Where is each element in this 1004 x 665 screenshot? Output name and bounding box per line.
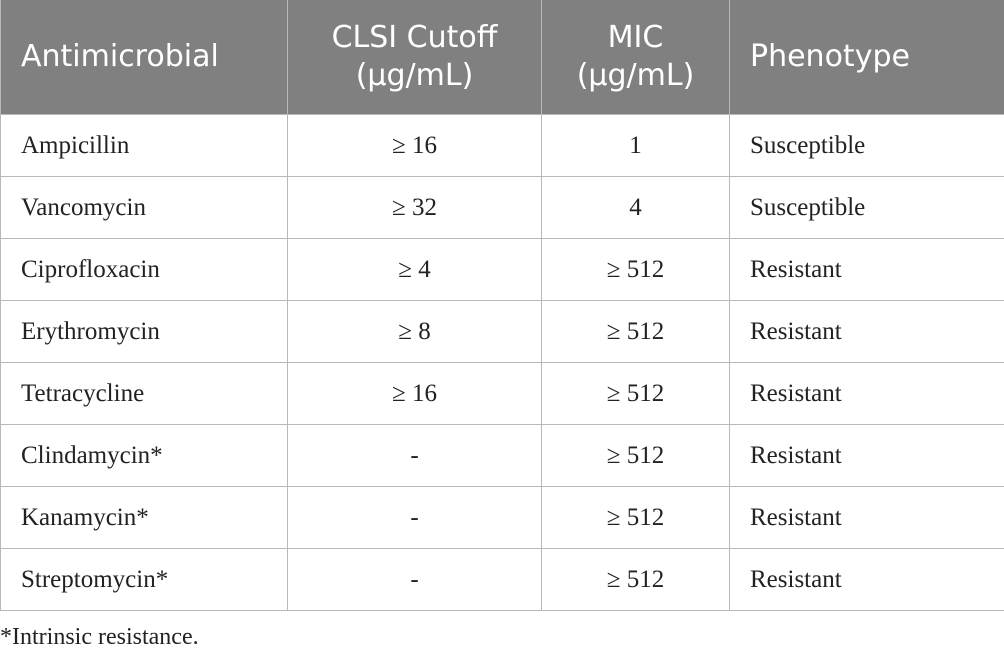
table-row: Tetracycline ≥ 16 ≥ 512 Resistant (0, 362, 1004, 425)
table-cell: ≥ 32 (287, 176, 542, 239)
table-row: Vancomycin ≥ 32 4 Susceptible (0, 176, 1004, 239)
resistance-table: Antimicrobial CLSI Cutoff (μg/mL) MIC (μg/mL… (0, 0, 1004, 611)
table-cell: ≥ 16 (287, 362, 542, 425)
table-row: Clindamycin* - ≥ 512 Resistant (0, 424, 1004, 487)
table-cell: ≥ 4 (287, 238, 542, 301)
table-row: Ciprofloxacin ≥ 4 ≥ 512 Resistant (0, 238, 1004, 301)
table-cell: ≥ 512 (541, 424, 730, 487)
table-cell: - (287, 486, 542, 549)
header-line: MIC (607, 20, 664, 55)
table-cell: Streptomycin* (0, 548, 288, 611)
table-cell: Resistant (729, 424, 1004, 487)
footnote: *Intrinsic resistance. (0, 624, 199, 650)
table-cell: - (287, 424, 542, 487)
table-cell: Clindamycin* (0, 424, 288, 487)
table-cell: 4 (541, 176, 730, 239)
table-cell: ≥ 512 (541, 548, 730, 611)
header-cell: Phenotype (729, 0, 1004, 115)
header-cell: Antimicrobial (0, 0, 288, 115)
table-cell: Resistant (729, 300, 1004, 363)
table-cell: Ampicillin (0, 114, 288, 177)
header-line: (μg/mL) (576, 58, 695, 93)
header-line: (μg/mL) (355, 58, 474, 93)
table-row: Erythromycin ≥ 8 ≥ 512 Resistant (0, 300, 1004, 363)
header-cell: CLSI Cutoff (μg/mL) (287, 0, 542, 115)
table-row: Ampicillin ≥ 16 1 Susceptible (0, 114, 1004, 177)
table-cell: Resistant (729, 362, 1004, 425)
table-cell: - (287, 548, 542, 611)
table-cell: ≥ 512 (541, 300, 730, 363)
table-row: Streptomycin* - ≥ 512 Resistant (0, 548, 1004, 611)
table-cell: ≥ 8 (287, 300, 542, 363)
table-cell: ≥ 512 (541, 362, 730, 425)
table-cell: Resistant (729, 548, 1004, 611)
table-body: Ampicillin ≥ 16 1 Susceptible Vancomycin ≥ 32… (0, 114, 1004, 611)
table-cell: Susceptible (729, 176, 1004, 239)
header-row: Antimicrobial CLSI Cutoff (μg/mL) MIC (μg/mL… (0, 0, 1004, 115)
table-cell: ≥ 16 (287, 114, 542, 177)
header-cell: MIC (μg/mL) (541, 0, 730, 115)
table-cell: Tetracycline (0, 362, 288, 425)
table-row: Kanamycin* - ≥ 512 Resistant (0, 486, 1004, 549)
table-cell: Erythromycin (0, 300, 288, 363)
table-cell: Ciprofloxacin (0, 238, 288, 301)
table-cell: 1 (541, 114, 730, 177)
header-line: Phenotype (750, 39, 910, 74)
table-cell: ≥ 512 (541, 238, 730, 301)
table-cell: Resistant (729, 486, 1004, 549)
table-cell: Susceptible (729, 114, 1004, 177)
header-line: Antimicrobial (21, 39, 219, 74)
header-line: CLSI Cutoff (331, 20, 498, 55)
table-cell: Resistant (729, 238, 1004, 301)
table-cell: Vancomycin (0, 176, 288, 239)
table-cell: Kanamycin* (0, 486, 288, 549)
table-cell: ≥ 512 (541, 486, 730, 549)
